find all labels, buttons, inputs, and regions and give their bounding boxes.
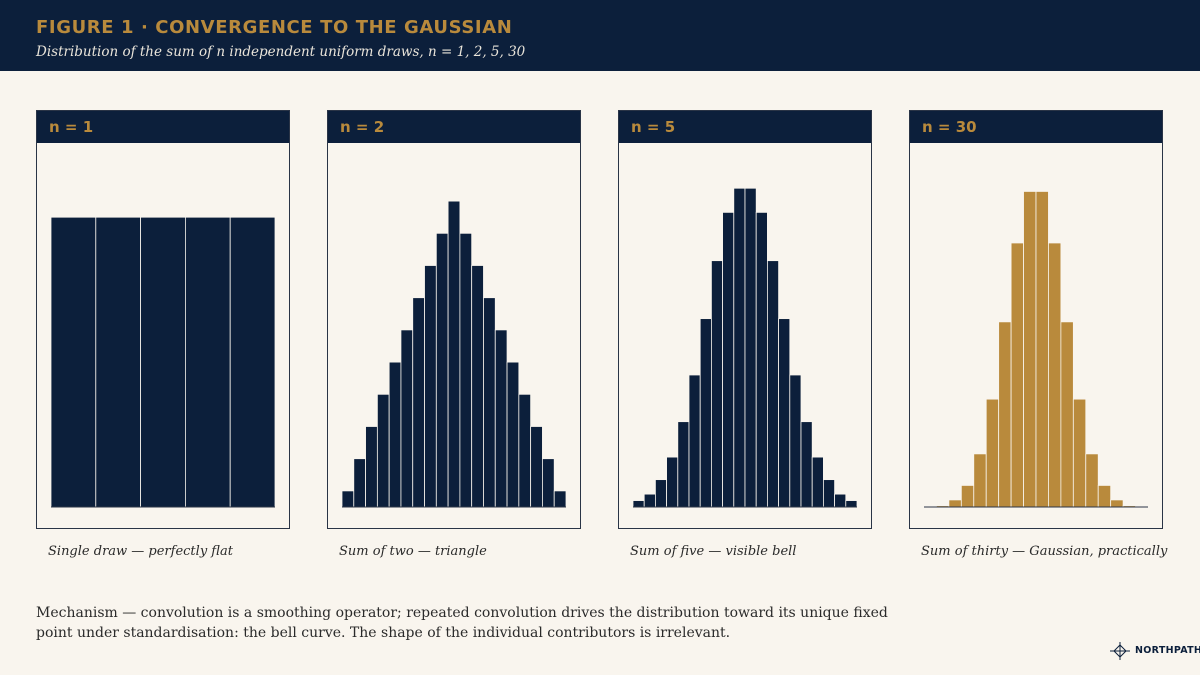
histogram-bar xyxy=(778,318,791,508)
histogram-bar xyxy=(655,479,668,508)
histogram-bar xyxy=(1097,485,1112,508)
histogram-bar xyxy=(447,200,461,508)
histogram-bar xyxy=(1010,242,1024,508)
figure-header: FIGURE 1 · CONVERGENCE TO THE GAUSSIAN D… xyxy=(0,0,1200,71)
histogram-n2 xyxy=(341,200,567,508)
panel-n2: n = 2 xyxy=(327,110,581,529)
histogram-bar xyxy=(699,318,712,508)
histogram-bar xyxy=(542,458,555,508)
caption-n2: Sum of two — triangle xyxy=(339,544,487,559)
histogram-bar xyxy=(50,216,97,508)
panel-title-bar: n = 1 xyxy=(37,111,289,143)
histogram-bar xyxy=(353,458,366,508)
compass-icon xyxy=(1110,642,1130,660)
histogram-bar xyxy=(459,232,473,508)
histogram-bar xyxy=(960,485,975,508)
histogram-bar xyxy=(95,216,141,508)
histogram-bar xyxy=(766,260,779,508)
histogram-bar xyxy=(1110,499,1124,508)
histogram-bar xyxy=(998,321,1012,508)
panel-title-bar: n = 30 xyxy=(910,111,1162,143)
histogram-bar xyxy=(506,361,520,508)
histogram-bar xyxy=(744,187,757,508)
histogram-bar xyxy=(1035,191,1049,508)
histogram-bar xyxy=(1060,321,1074,508)
histogram-bar xyxy=(834,493,847,508)
histogram-bar xyxy=(424,265,437,508)
panel-title-bar: n = 5 xyxy=(619,111,871,143)
histogram-bar xyxy=(688,374,701,508)
histogram-bar xyxy=(948,499,962,508)
histogram-bar xyxy=(845,500,858,508)
histogram-bar xyxy=(412,297,425,508)
brand: NORTHPATH xyxy=(1110,642,1200,660)
histogram-bar xyxy=(483,297,496,508)
histogram-bar xyxy=(494,329,508,508)
brand-name: NORTHPATH xyxy=(1135,645,1200,656)
histogram-bar xyxy=(973,453,987,508)
histogram-bar xyxy=(800,421,813,508)
panel-n1: n = 1 xyxy=(36,110,290,529)
caption-n30: Sum of thirty — Gaussian, practically xyxy=(921,544,1168,559)
histogram-bar xyxy=(677,421,690,508)
caption-n1: Single draw — perfectly flat xyxy=(48,544,233,559)
histogram-n30 xyxy=(923,191,1149,508)
histogram-bar xyxy=(711,260,724,508)
histogram-bar xyxy=(733,187,746,508)
histogram-bar xyxy=(632,500,645,508)
histogram-bar xyxy=(471,265,484,508)
panel-title: n = 30 xyxy=(922,118,977,136)
histogram-bar xyxy=(365,426,378,508)
panel-title: n = 5 xyxy=(631,118,676,136)
histogram-bar xyxy=(789,374,802,508)
histogram-bar xyxy=(722,211,735,508)
caption-n5: Sum of five — visible bell xyxy=(630,544,797,559)
figure-subtitle: Distribution of the sum of n independent… xyxy=(36,44,526,60)
histogram-bar xyxy=(822,479,835,508)
histogram-bar xyxy=(518,393,532,508)
histogram-bar xyxy=(229,216,276,508)
histogram-bar xyxy=(1023,191,1037,508)
histogram-bar xyxy=(553,490,567,508)
panel-n5: n = 5 xyxy=(618,110,872,529)
histogram-bar xyxy=(1072,398,1087,508)
figure-title: FIGURE 1 · CONVERGENCE TO THE GAUSSIAN xyxy=(36,17,513,38)
histogram-bar xyxy=(341,490,355,508)
histogram-bar xyxy=(388,361,402,508)
histogram-bar xyxy=(140,216,186,508)
histogram-bar xyxy=(184,216,231,508)
histogram-bar xyxy=(755,211,768,508)
panel-title-bar: n = 2 xyxy=(328,111,580,143)
panel-title: n = 2 xyxy=(340,118,385,136)
panel-n30: n = 30 xyxy=(909,110,1163,529)
histogram-bar xyxy=(1048,242,1062,508)
histogram-bar xyxy=(530,426,543,508)
histogram-bar xyxy=(400,329,414,508)
histogram-bar xyxy=(811,456,824,508)
histogram-n5 xyxy=(632,187,858,508)
histogram-bar xyxy=(435,232,449,508)
histogram-n1 xyxy=(50,216,276,508)
histogram-bar xyxy=(985,398,1000,508)
panel-title: n = 1 xyxy=(49,118,94,136)
histogram-bar xyxy=(376,393,390,508)
mechanism-note: Mechanism — convolution is a smoothing o… xyxy=(36,605,888,641)
histogram-bar xyxy=(666,456,679,508)
histogram-bar xyxy=(643,493,656,508)
histogram-bar xyxy=(1085,453,1099,508)
